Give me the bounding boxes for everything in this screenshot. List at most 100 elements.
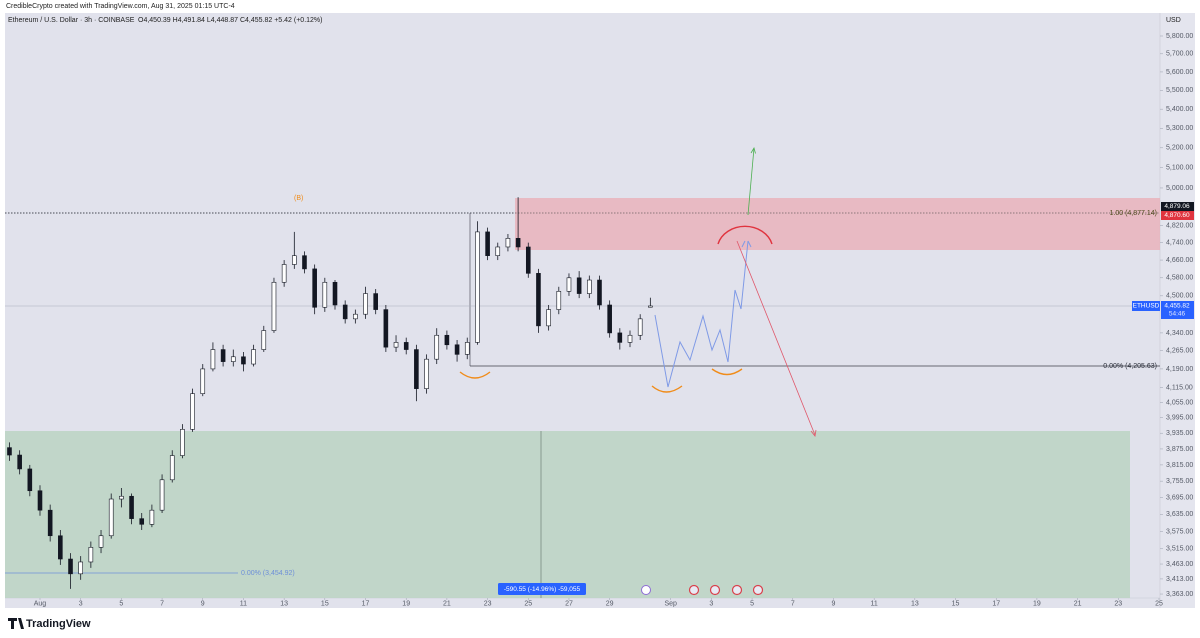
candle-body (393, 342, 399, 348)
credit: CredibleCrypto created with TradingView.… (6, 3, 235, 10)
y-tick-label: 3,815.00 (1166, 462, 1193, 469)
fib-top-label: 1.00 (4,877.14) (1110, 210, 1157, 217)
x-tick-label: 11 (240, 600, 247, 607)
event-icon[interactable] (731, 584, 743, 596)
candle-body (88, 547, 94, 563)
candle-body (281, 264, 287, 283)
candle-body (180, 429, 185, 456)
y-tick-label: 4,115.00 (1166, 384, 1193, 391)
event-icon[interactable] (688, 584, 700, 596)
y-tick-label: 4,660.00 (1166, 257, 1193, 264)
projection-path (654, 240, 749, 388)
y-tick-label: 3,695.00 (1166, 494, 1193, 501)
candle-body (525, 246, 531, 274)
candle-body (261, 330, 267, 350)
x-tick-label: 13 (911, 600, 919, 607)
y-tick-label: 3,935.00 (1166, 430, 1193, 437)
candle-body (98, 535, 104, 548)
candle-body (342, 304, 348, 320)
candle-body (190, 393, 195, 430)
bear-arrow (736, 240, 816, 436)
event-icon[interactable] (641, 585, 651, 595)
candle-body (515, 238, 521, 248)
x-tick-label: 3 (79, 600, 83, 607)
last-price: 4,455.82 (1164, 303, 1190, 310)
candle-body (322, 281, 328, 308)
y-tick-label: 3,463.00 (1166, 561, 1193, 568)
candle-body (627, 334, 633, 343)
smile-arc (651, 385, 683, 393)
candle-body (68, 558, 73, 575)
bull-arrow (747, 147, 755, 216)
candle-body (576, 277, 582, 294)
candle-body (159, 479, 165, 511)
candle-body (414, 349, 419, 389)
candle-body (648, 305, 653, 308)
candle-body (27, 468, 33, 492)
candle-body (251, 349, 256, 365)
x-tick-label: 15 (321, 600, 329, 607)
candle-body (495, 246, 501, 256)
candle-body (119, 495, 124, 500)
event-icon[interactable] (752, 584, 764, 596)
x-tick-label: 21 (443, 600, 451, 607)
candle-body (556, 291, 562, 310)
candle-body (485, 231, 490, 256)
bull-arrowhead (750, 146, 756, 154)
top-arc (717, 225, 773, 245)
countdown: 54:46 (1169, 311, 1186, 318)
y-tick-label: 3,575.00 (1166, 528, 1193, 535)
y-tick-label: 4,340.00 (1166, 330, 1193, 337)
y-tick-label: 3,413.00 (1166, 576, 1193, 583)
candle-body (241, 356, 246, 365)
event-icon[interactable] (709, 584, 721, 596)
brand-name: TradingView (26, 618, 91, 630)
candle-body (597, 279, 602, 306)
x-tick-label: 7 (160, 600, 164, 607)
price-tag-text: 4,879.06 (1164, 203, 1190, 210)
y-tick-label: 4,190.00 (1166, 366, 1193, 373)
candle-body (464, 342, 470, 355)
candle-body (536, 273, 541, 327)
x-tick-label: 19 (402, 600, 410, 607)
symbol-title: Ethereum / U.S. Dollar · 3h · COINBASE (8, 17, 135, 24)
x-tick-label: 27 (565, 600, 573, 607)
projection-arrowhead (741, 240, 752, 248)
candle-body (200, 368, 206, 394)
y-tick-label: 5,700.00 (1166, 51, 1193, 58)
candle-body (271, 281, 277, 331)
y-tick-label: 5,400.00 (1166, 106, 1193, 113)
x-tick-label: 29 (606, 600, 614, 607)
symbol-tag (1132, 301, 1160, 311)
candle-body (108, 498, 114, 537)
y-tick-label: 3,635.00 (1166, 511, 1193, 518)
x-tick-label: 13 (280, 600, 288, 607)
fib-low-label: 0.00% (3,454.92) (241, 570, 295, 577)
candle-body (475, 231, 480, 343)
candle-body (454, 344, 460, 355)
range-label: -590.55 (-14.96%) -59,055 (504, 586, 581, 593)
x-tick-label: 9 (201, 600, 205, 607)
y-tick-label: 5,200.00 (1166, 145, 1193, 152)
x-tick-label: 21 (1074, 600, 1082, 607)
candle-body (332, 281, 338, 306)
x-tick-label: 15 (952, 600, 960, 607)
x-tick-label: 11 (871, 600, 878, 607)
x-tick-label: 9 (832, 600, 836, 607)
candle-body (230, 356, 236, 362)
x-tick-label: 17 (992, 600, 1000, 607)
price-tag (1161, 202, 1194, 211)
candle-body (139, 518, 145, 525)
y-tick-label: 4,820.00 (1166, 222, 1193, 229)
smile-arc (459, 371, 491, 379)
x-tick-label: 17 (362, 600, 370, 607)
y-tick-label: 4,265.00 (1166, 348, 1193, 355)
x-tick-label: 3 (709, 600, 713, 607)
candle-body (587, 279, 592, 294)
candle-body (434, 334, 440, 360)
last-price-tag (1161, 301, 1194, 319)
x-tick-label: 5 (119, 600, 123, 607)
candle-body (637, 318, 643, 336)
axis-unit: USD (1166, 17, 1181, 24)
